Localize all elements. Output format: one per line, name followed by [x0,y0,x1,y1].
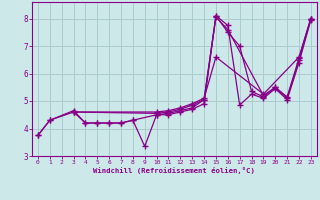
X-axis label: Windchill (Refroidissement éolien,°C): Windchill (Refroidissement éolien,°C) [93,167,255,174]
